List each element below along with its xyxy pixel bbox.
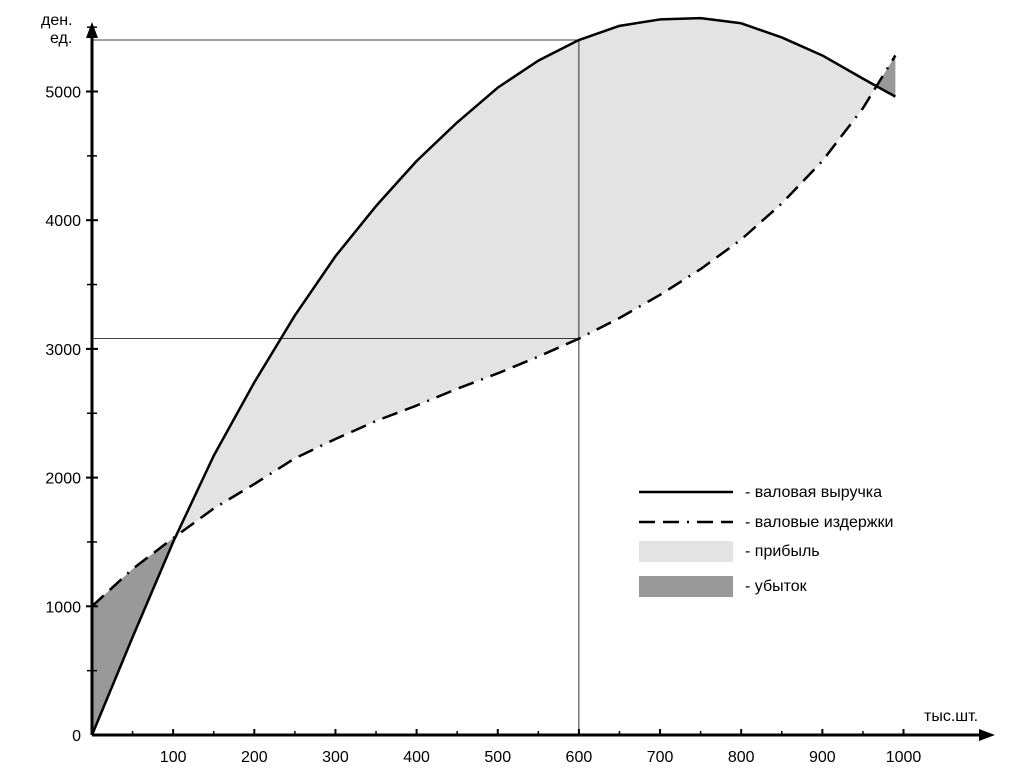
x-axis-arrow-icon [979,729,995,741]
legend-swatch-loss [639,576,733,597]
y-tick-label: 2000 [45,471,81,488]
y-axis-label-line2: ед. [50,30,72,47]
x-axis-label: тыс.шт. [924,708,978,725]
x-tick-label: 300 [322,749,349,766]
legend-label-revenue: - валовая выручка [745,484,882,501]
profit-area [175,18,877,537]
y-tick-label: 0 [72,728,81,745]
loss-area-2 [876,55,896,97]
legend-label-loss: - убыток [745,578,808,595]
y-tick-label: 1000 [45,599,81,616]
costs-line [91,54,897,608]
revenue-line [90,16,896,736]
y-tick-label: 3000 [45,342,81,359]
x-tick-label: 400 [403,749,430,766]
y-tick-label: 4000 [45,213,81,230]
reference-lines [92,39,580,735]
x-tick-label: 600 [566,749,593,766]
y-axis-arrow-icon [86,22,98,38]
x-tick-label: 200 [241,749,268,766]
x-tick-label: 700 [647,749,674,766]
legend-label-costs: - валовые издержки [745,514,893,531]
tick-labels: 100 200 300 400 500 600 700 800 900 1000 0 1000 2000… [45,26,922,766]
y-axis-label-line1: ден. [41,12,73,29]
x-tick-label: 500 [484,749,511,766]
loss-area-0 [92,536,176,735]
legend-swatch-profit [639,541,733,562]
areas [92,18,896,735]
x-tick-label: 800 [728,749,755,766]
x-tick-label: 900 [809,749,836,766]
series-lines [90,16,897,736]
legend-label-profit: - прибыль [745,543,820,560]
x-tick-label: 100 [160,749,187,766]
y-tick-label: 5000 [45,85,81,102]
axes [86,22,995,741]
x-tick-label: 1000 [886,749,922,766]
legend: - валовая выручка - валовые издержки - п… [639,484,893,597]
